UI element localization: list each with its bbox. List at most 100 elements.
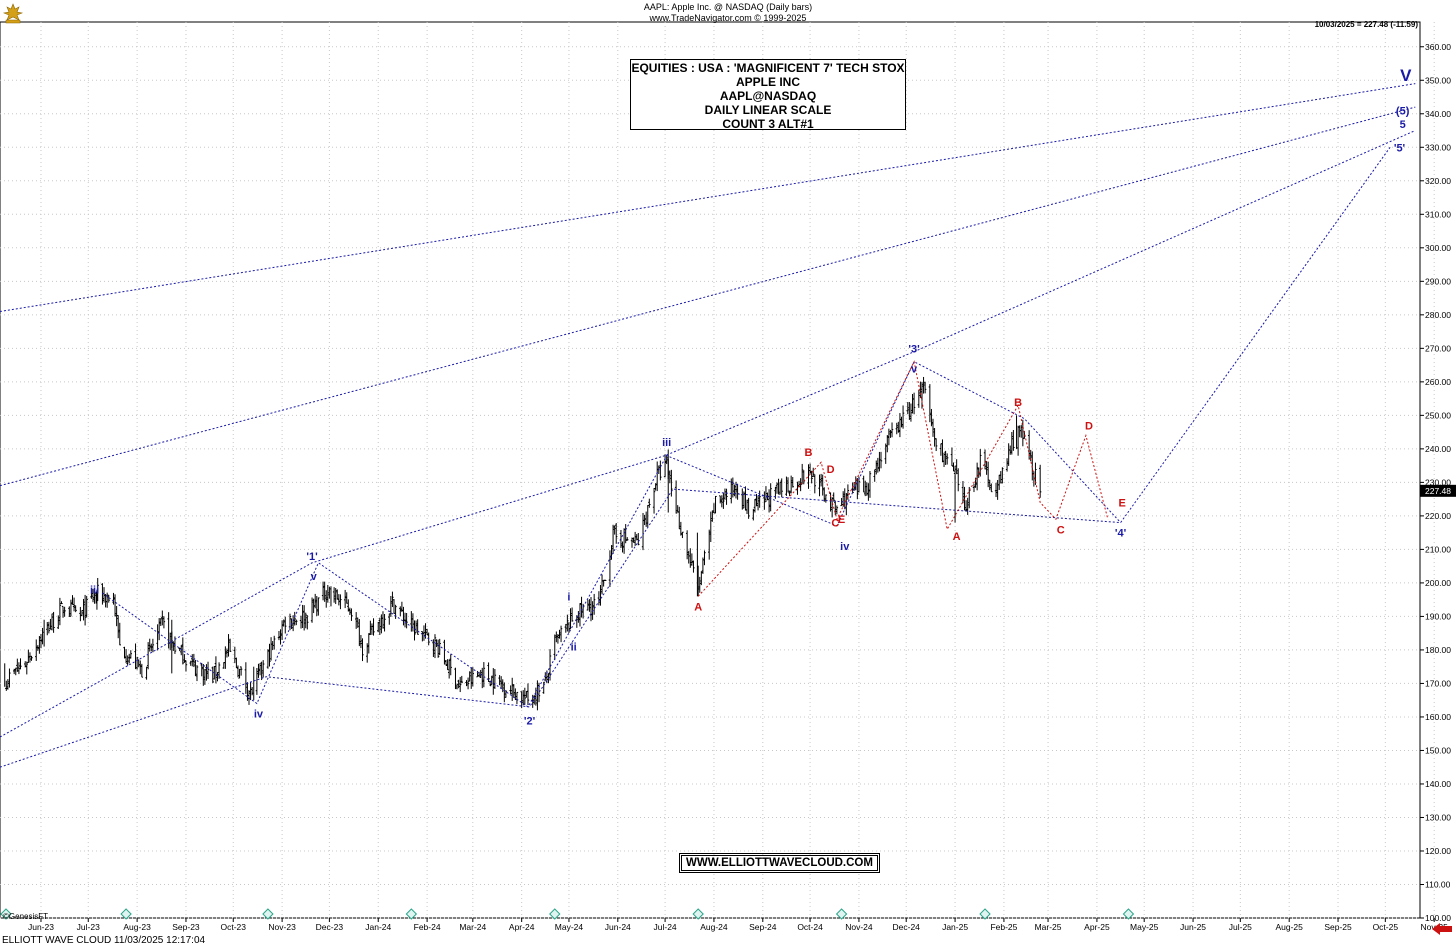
wave-path-red xyxy=(697,360,1109,597)
wave-label: iii xyxy=(662,437,671,449)
y-tick-label: 190.00 xyxy=(1425,611,1451,621)
event-marker-icon xyxy=(549,908,561,920)
wave-label: C xyxy=(831,518,839,530)
x-tick-label: Sep-23 xyxy=(172,922,200,932)
title-line-1: EQUITIES : USA : 'MAGNIFICENT 7' TECH ST… xyxy=(631,61,905,75)
x-tick-label: Apr-24 xyxy=(509,922,535,932)
website-label: WWW.ELLIOTTWAVECLOUD.COM xyxy=(679,853,880,873)
wave-label: iv xyxy=(840,541,850,553)
x-tick-label: Aug-23 xyxy=(123,922,151,932)
wave-label: (5) xyxy=(1396,105,1410,117)
wave-label: v xyxy=(311,571,318,583)
event-marker-icon xyxy=(979,908,991,920)
x-tick-label: Feb-24 xyxy=(414,922,441,932)
last-price-info: 10/03/2025 = 227.48 (-11.59) xyxy=(1314,20,1418,29)
y-tick-label: 280.00 xyxy=(1425,310,1451,320)
wave-label: '2' xyxy=(524,715,536,727)
title-line-5: COUNT 3 ALT#1 xyxy=(722,117,814,131)
wave-label: A xyxy=(953,531,961,543)
y-tick-label: 180.00 xyxy=(1425,645,1451,655)
price-bars xyxy=(4,376,1042,711)
wave-label: iv xyxy=(254,709,264,721)
wave-label: v xyxy=(911,363,918,375)
y-tick-label: 110.00 xyxy=(1425,879,1451,889)
y-tick-label: 270.00 xyxy=(1425,343,1451,353)
x-tick-label: Jul-23 xyxy=(77,922,100,932)
chart-header-title: AAPL: Apple Inc. @ NASDAQ (Daily bars) xyxy=(643,2,813,12)
wave-label: E xyxy=(838,514,845,526)
x-tick-label: Oct-24 xyxy=(797,922,823,932)
scroll-left-arrow-icon[interactable] xyxy=(1431,922,1453,936)
x-tick-label: Nov-23 xyxy=(268,922,296,932)
event-marker-icon xyxy=(692,908,704,920)
y-tick-label: 140.00 xyxy=(1425,779,1451,789)
wave-label: ii xyxy=(571,642,577,654)
x-tick-label: Feb-25 xyxy=(990,922,1017,932)
wave-label: C xyxy=(1057,524,1065,536)
y-tick-label: 230.00 xyxy=(1425,477,1451,487)
last-price-tag-label: 227.48 xyxy=(1425,486,1451,496)
y-tick-label: 120.00 xyxy=(1425,846,1451,856)
event-marker-icon xyxy=(120,908,132,920)
x-tick-label: Jul-24 xyxy=(654,922,677,932)
wave-label: E xyxy=(1118,497,1125,509)
y-tick-label: 290.00 xyxy=(1425,276,1451,286)
x-tick-label: Aug-25 xyxy=(1275,922,1303,932)
x-tick-label: Jun-24 xyxy=(605,922,631,932)
wave-label: '4' xyxy=(1115,528,1127,540)
x-tick-label: May-25 xyxy=(1130,922,1159,932)
wave-label: 5 xyxy=(1400,119,1406,131)
x-tick-label: Dec-24 xyxy=(893,922,921,932)
y-tick-label: 200.00 xyxy=(1425,578,1451,588)
plot-frame xyxy=(0,21,1421,919)
x-tick-label: Nov-25 xyxy=(1420,922,1448,932)
x-tick-label: Mar-24 xyxy=(459,922,486,932)
y-tick-label: 240.00 xyxy=(1425,444,1451,454)
wave-label: '5' xyxy=(1394,142,1406,154)
wave-label: D xyxy=(827,464,835,476)
chart-title-box: EQUITIES : USA : 'MAGNIFICENT 7' TECH ST… xyxy=(630,59,906,131)
y-tick-label: 350.00 xyxy=(1425,75,1451,85)
footer-text: ELLIOTT WAVE CLOUD 11/03/2025 12:17:04 xyxy=(2,935,206,946)
wave-label: iii xyxy=(90,585,99,597)
y-tick-label: 360.00 xyxy=(1425,42,1451,52)
x-tick-label: Oct-23 xyxy=(220,922,246,932)
tradenavigator-logo-icon xyxy=(2,3,24,24)
x-tick-label: Mar-25 xyxy=(1035,922,1062,932)
x-tick-label: Jan-24 xyxy=(365,922,391,932)
event-marker-icon xyxy=(0,908,12,920)
y-tick-label: 310.00 xyxy=(1425,209,1451,219)
y-tick-label: 210.00 xyxy=(1425,544,1451,554)
y-tick-label: 100.00 xyxy=(1425,913,1451,923)
wave-label: '1' xyxy=(306,551,318,563)
x-tick-label: Jun-23 xyxy=(28,922,54,932)
wave-label: D xyxy=(1085,420,1093,432)
wave-label: i xyxy=(567,591,570,603)
x-tick-label: Jul-25 xyxy=(1229,922,1252,932)
wave-label: B xyxy=(1014,397,1022,409)
wave-path-blue xyxy=(0,83,1416,312)
chart-header-subtitle: www.TradeNavigator.com © 1999-2025 xyxy=(649,13,807,23)
title-line-2: APPLE INC xyxy=(735,75,800,89)
x-tick-label: Aug-24 xyxy=(700,922,728,932)
wave-path-blue xyxy=(0,147,1391,768)
y-tick-label: 130.00 xyxy=(1425,812,1451,822)
x-tick-label: Dec-23 xyxy=(316,922,344,932)
wave-label: '3' xyxy=(908,343,920,355)
event-marker-icon xyxy=(1122,908,1135,920)
x-tick-label: Jan-25 xyxy=(942,922,968,932)
y-tick-label: 220.00 xyxy=(1425,511,1451,521)
y-tick-label: 150.00 xyxy=(1425,745,1451,755)
y-tick-label: 260.00 xyxy=(1425,377,1451,387)
wave-path-blue xyxy=(0,130,1416,738)
wave-label: A xyxy=(694,601,702,613)
y-tick-label: 170.00 xyxy=(1425,678,1451,688)
y-tick-label: 330.00 xyxy=(1425,142,1451,152)
y-tick-label: 250.00 xyxy=(1425,410,1451,420)
last-price-tag xyxy=(1420,484,1456,497)
x-tick-label: Sep-25 xyxy=(1324,922,1352,932)
x-tick-label: May-24 xyxy=(555,922,584,932)
event-marker-icon xyxy=(405,908,418,920)
